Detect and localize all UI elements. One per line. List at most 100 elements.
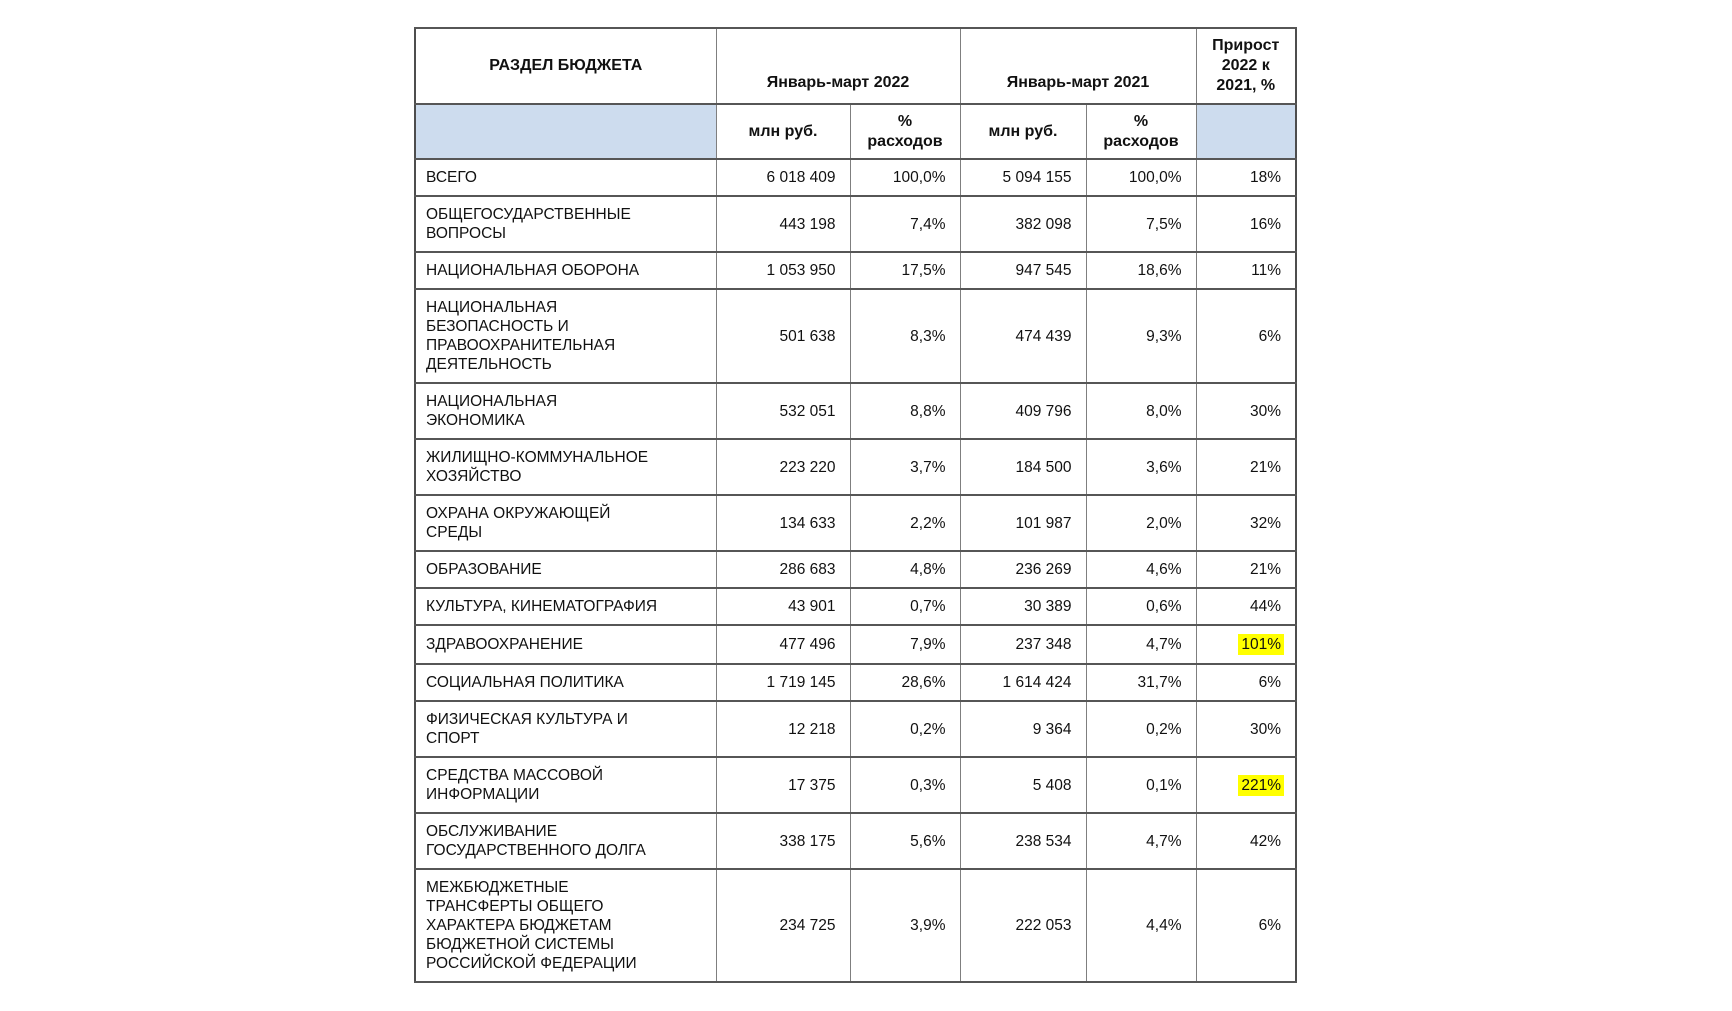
mln-rub-2021-cell: 184 500	[959, 438, 1087, 496]
growth-cell: 6%	[1195, 868, 1297, 983]
pct-expenses-2021-cell: 4,4%	[1085, 868, 1197, 983]
growth-value: 6%	[1258, 917, 1281, 934]
growth-value: 30%	[1249, 720, 1281, 738]
table-row: ЖИЛИЩНО-КОММУНАЛЬНОЕ ХОЗЯЙСТВО 223 220 3…	[414, 438, 1297, 496]
mln-rub-2022-cell: 532 051	[715, 382, 851, 440]
table-row: ОБЩЕГОСУДАРСТВЕННЫЕ ВОПРОСЫ 443 198 7,4%…	[414, 195, 1297, 253]
mln-rub-2021-cell: 947 545	[959, 251, 1087, 290]
pct-expenses-2021-cell: 18,6%	[1085, 251, 1197, 290]
pct-expenses-2021-cell: 4,7%	[1085, 812, 1197, 870]
pct-expenses-2022-cell: 17,5%	[849, 251, 961, 290]
growth-cell: 44%	[1195, 587, 1297, 626]
pct-expenses-2021-cell: 100,0%	[1085, 158, 1197, 197]
table-row: ОБРАЗОВАНИЕ 286 683 4,8% 236 269 4,6% 21…	[414, 550, 1297, 589]
period-2022-header-cell: Январь-март 2022	[715, 27, 961, 105]
table-row: СРЕДСТВА МАССОВОЙ ИНФОРМАЦИИ 17 375 0,3%…	[414, 756, 1297, 814]
mln-rub-2022-cell: 286 683	[715, 550, 851, 589]
growth-cell: 18%	[1195, 158, 1297, 197]
mln-rub-2022-cell: 1 053 950	[715, 251, 851, 290]
growth-value: 16%	[1249, 215, 1281, 233]
pct-expenses-2022-cell: 7,9%	[849, 624, 961, 665]
mln-rub-2021-cell: 382 098	[959, 195, 1087, 253]
growth-cell: 32%	[1195, 494, 1297, 552]
table-body: ВСЕГО 6 018 409 100,0% 5 094 155 100,0% …	[414, 158, 1297, 983]
header-row-groups: РАЗДЕЛ БЮДЖЕТА Январь-март 2022 Январь-м…	[414, 27, 1297, 105]
section-cell: ОБЩЕГОСУДАРСТВЕННЫЕ ВОПРОСЫ	[414, 195, 717, 253]
section-header-cell: РАЗДЕЛ БЮДЖЕТА	[414, 27, 717, 105]
growth-value: 21%	[1249, 561, 1281, 578]
section-cell: ОХРАНА ОКРУЖАЮЩЕЙ СРЕДЫ	[414, 494, 717, 552]
growth-header-cell: Прирост 2022 к 2021, %	[1195, 27, 1297, 105]
growth-cell: 11%	[1195, 251, 1297, 290]
growth-cell: 21%	[1195, 550, 1297, 589]
mln-rub-2021-cell: 30 389	[959, 587, 1087, 626]
pct-expenses-2022-cell: 0,7%	[849, 587, 961, 626]
mln-rub-2021-cell: 101 987	[959, 494, 1087, 552]
section-cell: НАЦИОНАЛЬНАЯ БЕЗОПАСНОСТЬ И ПРАВООХРАНИТ…	[414, 288, 717, 384]
pct-expenses-2022-cell: 0,3%	[849, 756, 961, 814]
pct-expenses-2022-cell: 7,4%	[849, 195, 961, 253]
table-row: НАЦИОНАЛЬНАЯ ОБОРОНА 1 053 950 17,5% 947…	[414, 251, 1297, 290]
pct-expenses-2022-cell: 2,2%	[849, 494, 961, 552]
mln-rub-2022-cell: 501 638	[715, 288, 851, 384]
pct-expenses-2021-cell: 4,6%	[1085, 550, 1197, 589]
mln-rub-2022-cell: 338 175	[715, 812, 851, 870]
pct-expenses-2022-cell: 5,6%	[849, 812, 961, 870]
table-row: НАЦИОНАЛЬНАЯ ЭКОНОМИКА 532 051 8,8% 409 …	[414, 382, 1297, 440]
growth-value: 11%	[1251, 262, 1281, 279]
mln-rub-2021-cell: 5 094 155	[959, 158, 1087, 197]
growth-cell: 6%	[1195, 663, 1297, 702]
mln-rub-2021-cell: 409 796	[959, 382, 1087, 440]
mln-rub-2022-cell: 134 633	[715, 494, 851, 552]
mln-rub-2021-cell: 5 408	[959, 756, 1087, 814]
section-cell: СОЦИАЛЬНАЯ ПОЛИТИКА	[414, 663, 717, 702]
table-row: ОХРАНА ОКРУЖАЮЩЕЙ СРЕДЫ 134 633 2,2% 101…	[414, 494, 1297, 552]
growth-value: 18%	[1249, 169, 1281, 186]
pct-expenses-2021-cell: 0,2%	[1085, 700, 1197, 758]
mln-rub-2022-cell: 443 198	[715, 195, 851, 253]
section-cell: ЖИЛИЩНО-КОММУНАЛЬНОЕ ХОЗЯЙСТВО	[414, 438, 717, 496]
pct-expenses-2021-cell: 2,0%	[1085, 494, 1197, 552]
growth-cell: 42%	[1195, 812, 1297, 870]
section-subheader-empty-cell	[414, 103, 717, 160]
section-cell: ОБСЛУЖИВАНИЕ ГОСУДАРСТВЕННОГО ДОЛГА	[414, 812, 717, 870]
mln-rub-2021-cell: 222 053	[959, 868, 1087, 983]
table-row: ЗДРАВООХРАНЕНИЕ 477 496 7,9% 237 348 4,7…	[414, 624, 1297, 665]
mln-rub-2021-cell: 474 439	[959, 288, 1087, 384]
growth-cell: 21%	[1195, 438, 1297, 496]
growth-value: 101%	[1238, 634, 1284, 655]
mln-rub-2021-subheader-cell: млн руб.	[959, 103, 1087, 160]
mln-rub-2022-cell: 12 218	[715, 700, 851, 758]
pct-expenses-2021-cell: 8,0%	[1085, 382, 1197, 440]
table-row: ОБСЛУЖИВАНИЕ ГОСУДАРСТВЕННОГО ДОЛГА 338 …	[414, 812, 1297, 870]
pct-expenses-2021-cell: 4,7%	[1085, 624, 1197, 665]
pct-expenses-2021-cell: 0,1%	[1085, 756, 1197, 814]
mln-rub-2021-cell: 238 534	[959, 812, 1087, 870]
pct-expenses-2021-cell: 0,6%	[1085, 587, 1197, 626]
mln-rub-2022-cell: 234 725	[715, 868, 851, 983]
mln-rub-2022-cell: 17 375	[715, 756, 851, 814]
growth-cell: 16%	[1195, 195, 1297, 253]
table-header: РАЗДЕЛ БЮДЖЕТА Январь-март 2022 Январь-м…	[414, 27, 1297, 160]
section-cell: ФИЗИЧЕСКАЯ КУЛЬТУРА И СПОРТ	[414, 700, 717, 758]
mln-rub-2022-cell: 223 220	[715, 438, 851, 496]
pct-expenses-2022-subheader-cell: % расходов	[849, 103, 961, 160]
budget-table: РАЗДЕЛ БЮДЖЕТА Январь-март 2022 Январь-м…	[414, 27, 1297, 983]
mln-rub-2021-cell: 236 269	[959, 550, 1087, 589]
pct-expenses-2021-cell: 9,3%	[1085, 288, 1197, 384]
mln-rub-2022-cell: 43 901	[715, 587, 851, 626]
header-row-units: млн руб. % расходов млн руб. % расходов	[414, 103, 1297, 160]
growth-cell: 30%	[1195, 700, 1297, 758]
growth-cell: 221%	[1195, 756, 1297, 814]
mln-rub-2021-cell: 1 614 424	[959, 663, 1087, 702]
section-cell: СРЕДСТВА МАССОВОЙ ИНФОРМАЦИИ	[414, 756, 717, 814]
table-row: МЕЖБЮДЖЕТНЫЕ ТРАНСФЕРТЫ ОБЩЕГО ХАРАКТЕРА…	[414, 868, 1297, 983]
growth-value: 21%	[1249, 458, 1281, 476]
section-cell: МЕЖБЮДЖЕТНЫЕ ТРАНСФЕРТЫ ОБЩЕГО ХАРАКТЕРА…	[414, 868, 717, 983]
table-row: КУЛЬТУРА, КИНЕМАТОГРАФИЯ 43 901 0,7% 30 …	[414, 587, 1297, 626]
mln-rub-2022-cell: 1 719 145	[715, 663, 851, 702]
growth-value: 221%	[1238, 774, 1284, 796]
growth-value: 30%	[1249, 402, 1281, 420]
growth-subheader-empty-cell	[1195, 103, 1297, 160]
